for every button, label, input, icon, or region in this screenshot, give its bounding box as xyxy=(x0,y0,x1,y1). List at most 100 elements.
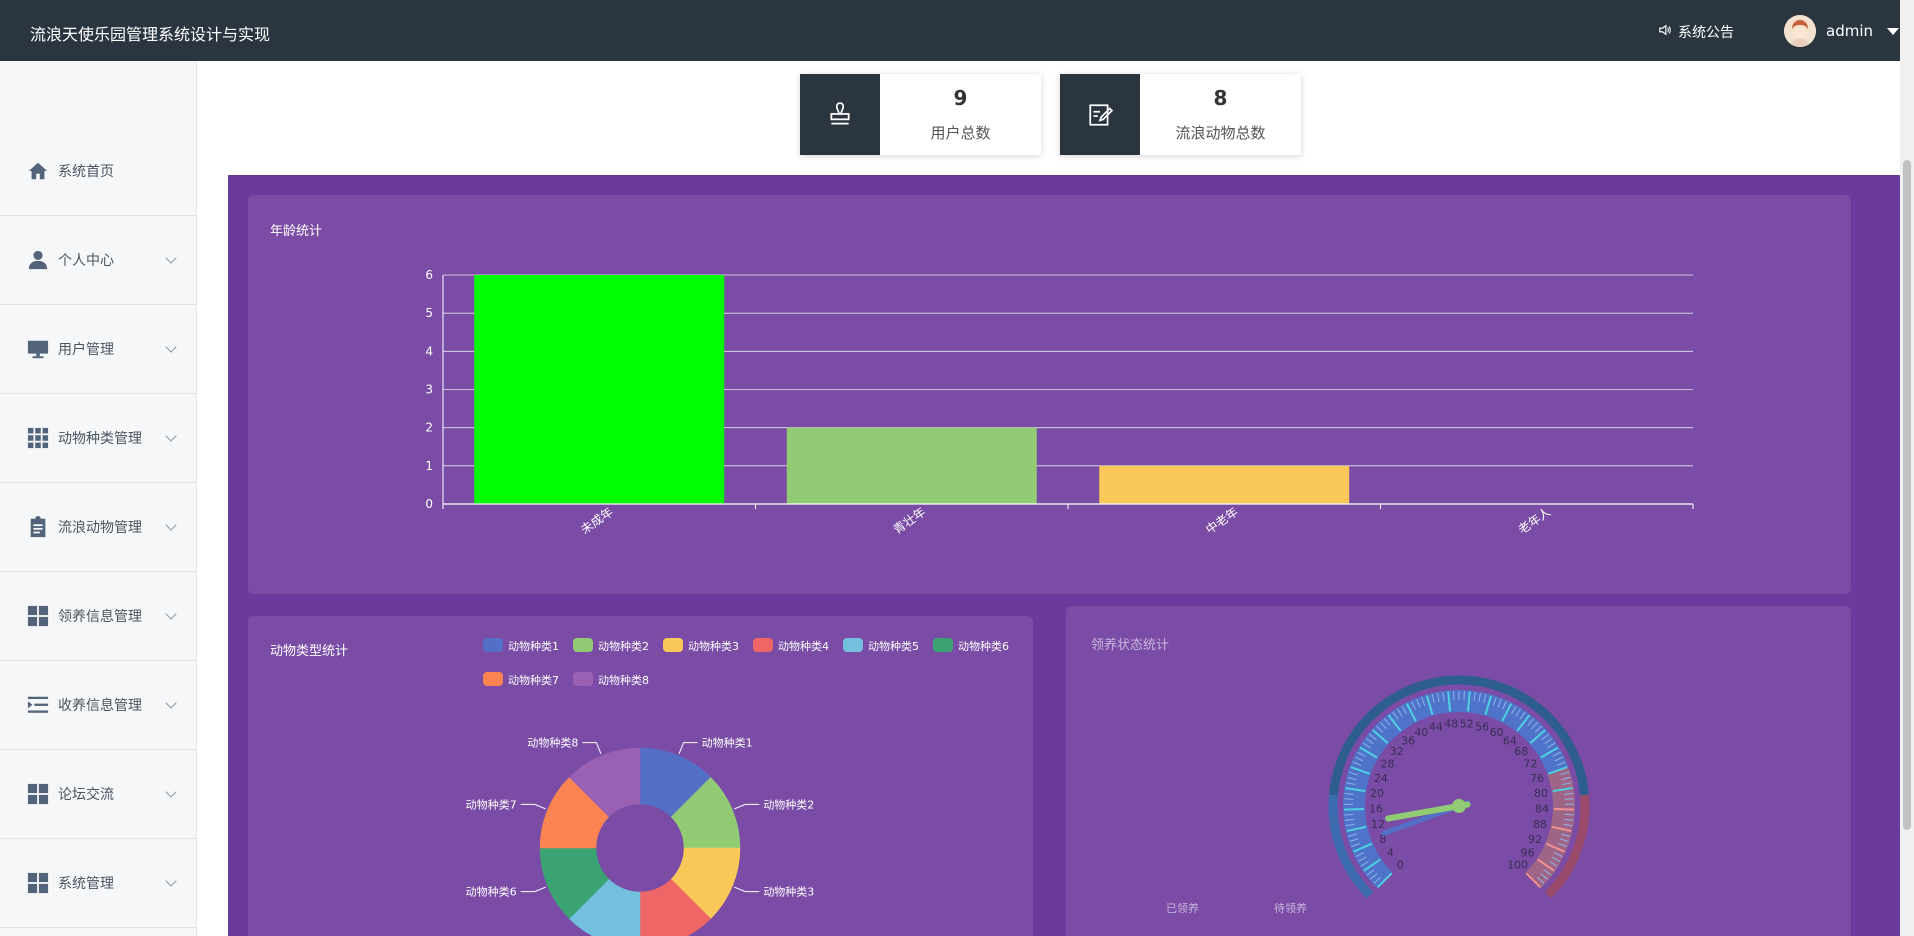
pie-label-line xyxy=(520,803,546,810)
gauge-minor-tick xyxy=(1392,711,1399,720)
gauge-minor-tick xyxy=(1559,838,1569,843)
gauge-minor-tick xyxy=(1352,761,1362,766)
gauge-tick-label: 40 xyxy=(1414,726,1428,739)
gauge-minor-tick xyxy=(1563,823,1573,827)
gauge-minor-tick xyxy=(1360,860,1369,867)
chevron-down-icon xyxy=(165,875,177,887)
gauge-tick xyxy=(1363,858,1381,872)
x-tick-label: 未成年 xyxy=(578,505,616,537)
legend-label: 动物种类1 xyxy=(508,639,559,653)
legend-label: 动物种类2 xyxy=(598,639,649,653)
gauge-minor-tick xyxy=(1411,700,1416,710)
gauge-tick xyxy=(1350,766,1370,775)
gauge-minor-tick xyxy=(1556,761,1566,766)
gauge-minor-tick xyxy=(1347,776,1357,781)
gauge-tick xyxy=(1344,807,1365,811)
gauge-minor-tick xyxy=(1564,792,1574,795)
y-tick-label: 5 xyxy=(425,306,433,320)
gauge-tick-label: 96 xyxy=(1521,847,1535,860)
pie-label-line xyxy=(520,886,546,893)
y-tick-label: 3 xyxy=(425,383,433,397)
gauge-minor-tick xyxy=(1492,697,1497,706)
bar xyxy=(474,275,725,504)
scrollbar-thumb[interactable] xyxy=(1903,160,1911,830)
gauge-minor-tick xyxy=(1396,708,1403,717)
x-tick-label: 老年人 xyxy=(1516,505,1554,537)
gauge-minor-tick xyxy=(1544,738,1553,745)
stamp-icon xyxy=(800,74,880,155)
gauge-tick xyxy=(1447,691,1452,712)
gauge-minor-tick xyxy=(1511,705,1517,715)
sidebar-item-adoption-info-management[interactable]: 领养信息管理 xyxy=(0,572,197,661)
gauge-tick xyxy=(1552,787,1573,793)
pie-slice xyxy=(639,878,712,936)
gauge-minor-tick xyxy=(1497,698,1502,708)
gauge-tick xyxy=(1551,825,1572,833)
sidebar-item-label: 领养信息管理 xyxy=(58,609,142,625)
gauge-tick-label: 80 xyxy=(1534,787,1548,800)
bar xyxy=(1099,465,1350,504)
gauge-minor-tick xyxy=(1354,756,1364,762)
sidebar-item-label: 动物种类管理 xyxy=(58,431,142,447)
home-icon xyxy=(26,159,50,183)
sidebar-item-foster-info-management[interactable]: 收养信息管理 xyxy=(0,661,197,750)
top-bar: 流浪天使乐园管理系统设计与实现 系统公告 admin xyxy=(0,0,1900,61)
tiles-icon xyxy=(26,782,50,806)
y-tick-label: 2 xyxy=(425,421,433,435)
gauge-minor-tick xyxy=(1551,856,1561,862)
gauge-tick-label: 8 xyxy=(1379,833,1386,846)
chevron-down-icon xyxy=(1887,27,1899,35)
legend-swatch xyxy=(573,672,593,686)
sidebar-item-label: 个人中心 xyxy=(58,253,114,269)
chevron-down-icon xyxy=(165,608,177,620)
sidebar-item-home[interactable]: 系统首页 xyxy=(0,127,197,216)
sidebar-item-system-management[interactable]: 系统管理 xyxy=(0,839,197,928)
pie-label: 动物种类3 xyxy=(763,885,814,899)
gauge-tick-label: 28 xyxy=(1381,758,1395,771)
gauge-tick xyxy=(1345,787,1366,793)
app-title: 流浪天使乐园管理系统设计与实现 xyxy=(30,25,271,44)
gauge-tick-label: 32 xyxy=(1390,745,1404,758)
user-menu[interactable]: admin xyxy=(1784,15,1899,47)
sidebar-item-label: 收养信息管理 xyxy=(58,698,142,714)
legend-swatch xyxy=(483,638,503,652)
pie-label-line xyxy=(582,742,602,754)
bar xyxy=(786,427,1037,504)
gauge-minor-tick xyxy=(1347,833,1357,837)
clipboard-icon xyxy=(26,515,50,539)
stat-label: 用户总数 xyxy=(930,124,991,142)
gauge-tick-label: 100 xyxy=(1507,859,1528,872)
gauge-tick xyxy=(1387,714,1402,732)
y-tick-label: 0 xyxy=(425,497,433,511)
grid-icon xyxy=(26,426,50,450)
sidebar-item-animal-type-management[interactable]: 动物种类管理 xyxy=(0,394,197,483)
gauge-tick-label: 48 xyxy=(1444,717,1458,730)
gauge-tick xyxy=(1540,746,1559,759)
gauge-minor-tick xyxy=(1561,776,1571,781)
sidebar-item-stray-animal-management[interactable]: 流浪动物管理 xyxy=(0,483,197,572)
sidebar-item-user-management[interactable]: 用户管理 xyxy=(0,305,197,394)
gauge-minor-tick xyxy=(1541,733,1550,741)
age-stats-panel: 年龄统计 0 1 2 3 4 5 6 未成年 青壮年 中老年 老年人 xyxy=(248,195,1851,594)
gauge-outer-band xyxy=(1328,675,1590,796)
legend-label: 待领养 xyxy=(1274,901,1307,915)
gauge-minor-tick xyxy=(1366,869,1375,876)
gauge-minor-tick xyxy=(1345,823,1355,827)
gauge-minor-tick xyxy=(1373,876,1381,884)
notice-link[interactable]: 系统公告 xyxy=(1658,22,1734,42)
pie-label-line xyxy=(734,803,760,810)
pie-label: 动物种类7 xyxy=(466,797,517,811)
gauge-minor-tick xyxy=(1431,694,1435,704)
gauge-minor-tick xyxy=(1534,725,1542,733)
indent-icon xyxy=(26,693,50,717)
legend-swatch xyxy=(663,638,683,652)
tiles-icon xyxy=(26,871,50,895)
gauge-minor-tick xyxy=(1365,738,1374,745)
y-tick-label: 6 xyxy=(425,268,433,282)
gauge-minor-tick xyxy=(1557,843,1567,848)
gauge-tick xyxy=(1501,703,1513,722)
gauge-minor-tick xyxy=(1348,771,1358,776)
sidebar-item-personal-center[interactable]: 个人中心 xyxy=(0,216,197,305)
chevron-down-icon xyxy=(165,786,177,798)
sidebar-item-forum[interactable]: 论坛交流 xyxy=(0,750,197,839)
